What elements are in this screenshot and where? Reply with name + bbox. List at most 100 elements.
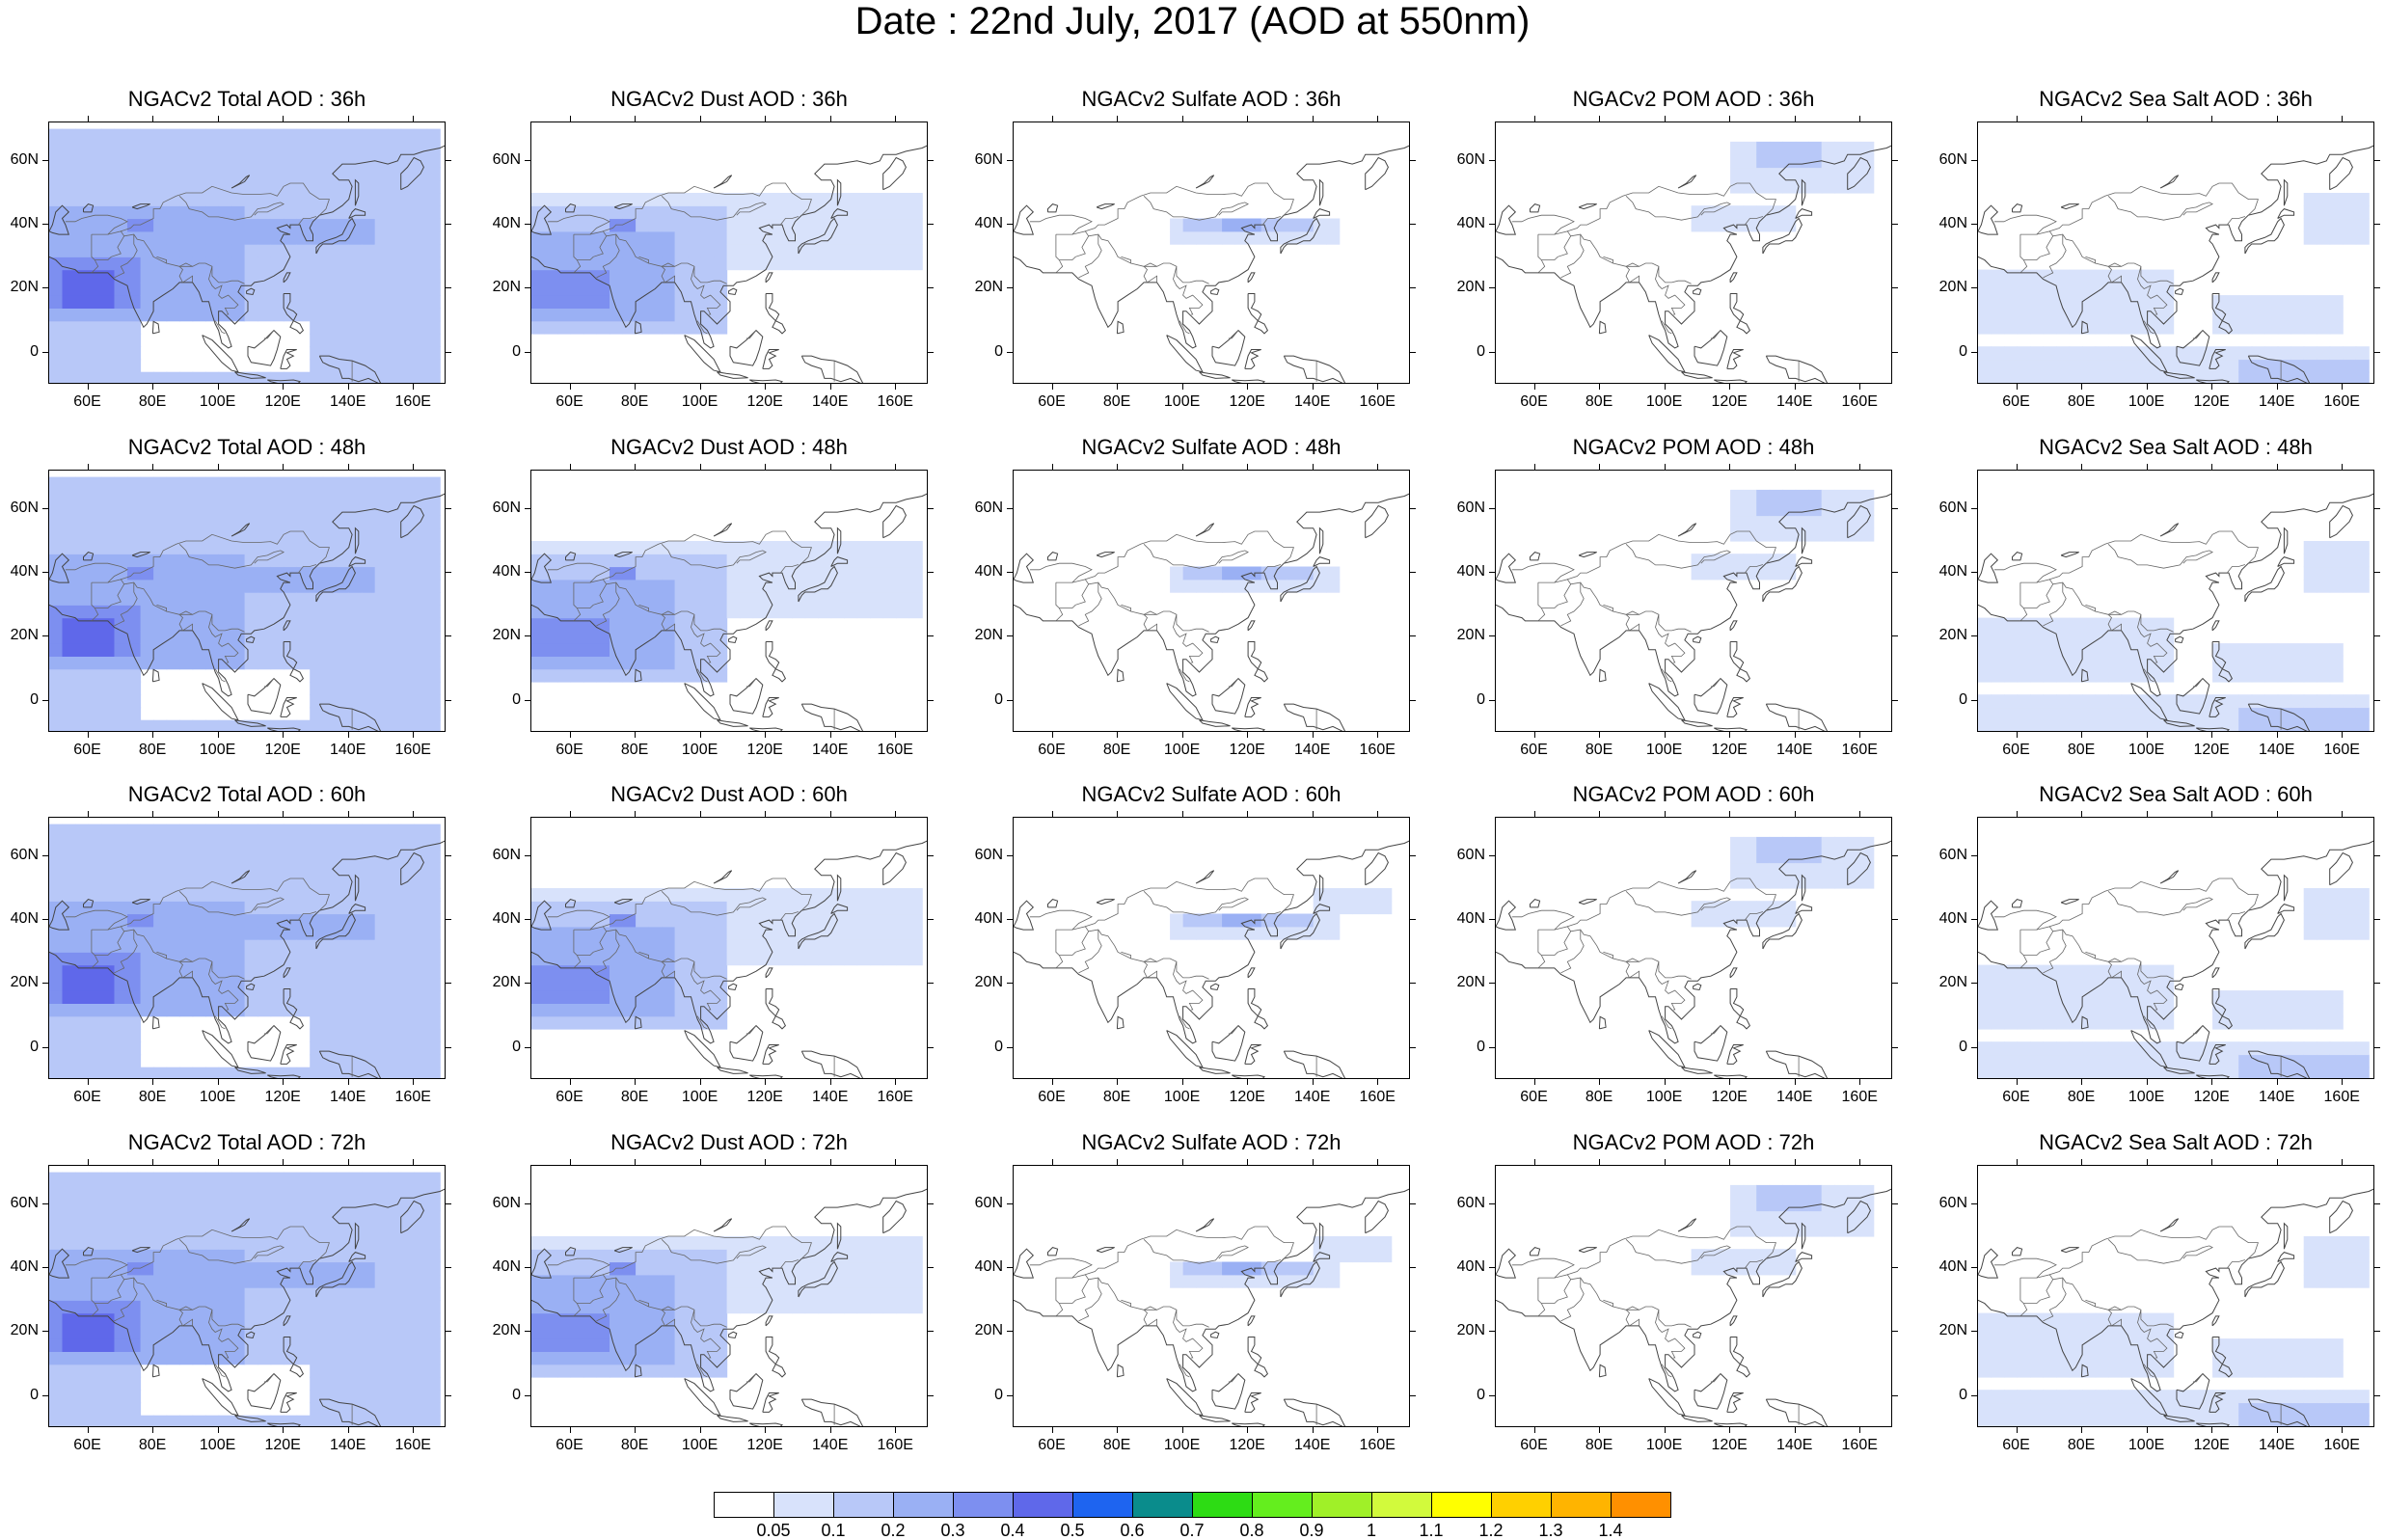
lon-tick: [2277, 811, 2278, 817]
lat-tick: [42, 1331, 48, 1332]
coastline: [1314, 557, 1330, 567]
lat-tick-label: 0: [1929, 691, 1967, 709]
lon-tick: [348, 811, 349, 817]
lon-tick: [1052, 116, 1053, 122]
coastline: [1232, 1423, 1264, 1427]
coastline: [281, 698, 297, 717]
coastline: [1212, 1374, 1245, 1410]
lon-tick-label: 140E: [806, 1437, 854, 1454]
country-border: [264, 331, 274, 338]
aod-map: [49, 818, 446, 1079]
lat-tick-label: 20N: [0, 1322, 39, 1339]
lon-tick: [2147, 732, 2148, 738]
lon-tick: [88, 116, 89, 122]
lat-tick: [1007, 1395, 1013, 1396]
lon-tick: [2081, 116, 2082, 122]
coastline: [718, 1067, 748, 1074]
coastline: [730, 679, 763, 715]
colorbar-swatch: [953, 1492, 1014, 1518]
lon-tick: [1599, 811, 1600, 817]
lat-tick-label: 0: [964, 1039, 1003, 1056]
lat-tick: [2374, 1203, 2380, 1204]
lon-tick: [1052, 732, 1053, 738]
aod-map: [531, 471, 928, 732]
coastline: [1117, 669, 1124, 682]
country-border: [1059, 584, 1088, 608]
lon-tick-label: 160E: [871, 1089, 919, 1106]
lat-tick: [1971, 224, 1977, 225]
lon-tick: [635, 116, 636, 122]
lon-tick: [1665, 116, 1666, 122]
lon-tick-label: 60E: [1510, 1089, 1558, 1106]
lat-tick: [928, 1395, 934, 1396]
lon-tick-label: 100E: [2123, 1437, 2171, 1454]
country-border: [1144, 614, 1157, 631]
coastline: [1014, 493, 1410, 696]
lon-tick-label: 120E: [1223, 393, 1271, 411]
lat-tick: [446, 1047, 451, 1048]
aod-field: [1978, 888, 2370, 1079]
coastline: [1196, 871, 1214, 883]
lon-tick: [1182, 811, 1183, 817]
country-border: [2108, 611, 2122, 614]
map-area: [48, 817, 446, 1079]
colorbar-swatch: [714, 1492, 774, 1518]
coastline: [1599, 1364, 1606, 1377]
lat-tick: [1410, 352, 1416, 353]
country-border: [2023, 584, 2052, 608]
country-border: [2049, 878, 2258, 927]
panel-title: NGACv2 POM AOD : 48h: [1495, 435, 1892, 460]
lon-tick: [413, 464, 414, 470]
lat-tick: [1410, 1267, 1416, 1268]
lon-tick: [1534, 732, 1535, 738]
map-area: [1013, 1165, 1410, 1427]
lat-tick: [2374, 1331, 2380, 1332]
lon-tick-label: 120E: [1705, 1089, 1753, 1106]
lon-tick-label: 100E: [194, 1437, 242, 1454]
lon-tick-label: 120E: [258, 1089, 307, 1106]
lat-tick: [446, 700, 451, 701]
lat-tick: [1489, 508, 1495, 509]
lon-tick: [218, 1079, 219, 1085]
lon-tick-label: 160E: [871, 1437, 919, 1454]
colorbar: [714, 1492, 1671, 1518]
lat-tick: [2374, 1395, 2380, 1396]
lon-tick-label: 80E: [610, 393, 659, 411]
lon-tick-label: 160E: [389, 1089, 437, 1106]
country-border: [1056, 582, 1063, 621]
lon-tick: [2277, 116, 2278, 122]
lon-tick-label: 100E: [1640, 1437, 1689, 1454]
lat-tick: [42, 635, 48, 636]
lat-tick: [1971, 919, 1977, 920]
lat-tick: [1489, 983, 1495, 984]
lon-tick: [1534, 116, 1535, 122]
coastline: [1211, 636, 1219, 642]
coastline: [1048, 900, 1058, 907]
lon-tick-label: 60E: [1992, 393, 2041, 411]
aod-map: [531, 122, 928, 384]
lon-tick-label: 60E: [546, 1437, 594, 1454]
aod-field: [531, 888, 923, 1030]
coastline: [1212, 679, 1245, 715]
coastline: [1682, 372, 1713, 379]
lon-tick-label: 160E: [2317, 742, 2366, 759]
coastline: [1714, 1423, 1747, 1427]
coastline: [1796, 209, 1812, 219]
lat-tick-label: 0: [0, 343, 39, 361]
lon-tick: [1795, 1159, 1796, 1165]
lon-tick: [1247, 732, 1248, 738]
lon-tick: [570, 1159, 571, 1165]
country-border: [1561, 234, 1585, 278]
aod-map: [531, 818, 928, 1079]
lat-tick-label: 20N: [1447, 627, 1485, 644]
lat-tick: [1007, 287, 1013, 288]
aod-field: [531, 193, 923, 335]
lon-tick: [1117, 384, 1118, 390]
coastline: [1284, 704, 1345, 732]
lat-tick-label: 20N: [964, 627, 1003, 644]
lat-tick-label: 40N: [0, 563, 39, 581]
lon-tick: [88, 732, 89, 738]
lat-tick: [1971, 1047, 1977, 1048]
